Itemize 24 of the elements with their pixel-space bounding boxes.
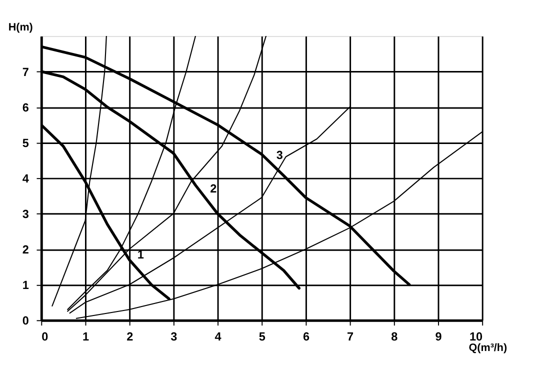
y-tick-label: 5 xyxy=(22,136,30,150)
x-tick-label: 0 xyxy=(42,330,49,344)
x-tick-label: 2 xyxy=(126,330,134,344)
x-axis-title: Q(m³/h) xyxy=(468,342,508,354)
y-tick-label: 6 xyxy=(22,101,30,114)
y-tick-label: 7 xyxy=(22,66,30,79)
x-tick-label: 7 xyxy=(347,330,354,344)
y-tick-label: 1 xyxy=(22,279,30,292)
y-tick-label: 3 xyxy=(22,208,30,222)
x-tick-label: 8 xyxy=(391,330,398,344)
annotation: 1 xyxy=(137,248,144,262)
x-tick-label: 9 xyxy=(435,330,442,344)
annotation: 2 xyxy=(210,182,218,196)
x-tick-label: 5 xyxy=(258,330,266,344)
x-tick-label: 6 xyxy=(302,330,310,344)
y-tick-label: 0 xyxy=(22,314,30,328)
x-tick-label: 3 xyxy=(170,330,178,344)
y-axis-title: H(m) xyxy=(8,22,34,34)
x-tick-label: 1 xyxy=(82,330,90,344)
y-tick-label: 2 xyxy=(22,244,30,257)
annotation: 3 xyxy=(276,148,284,162)
x-tick-label: 10 xyxy=(470,330,484,344)
y-tick-label: 4 xyxy=(22,172,30,186)
x-tick-label: 4 xyxy=(214,330,222,344)
